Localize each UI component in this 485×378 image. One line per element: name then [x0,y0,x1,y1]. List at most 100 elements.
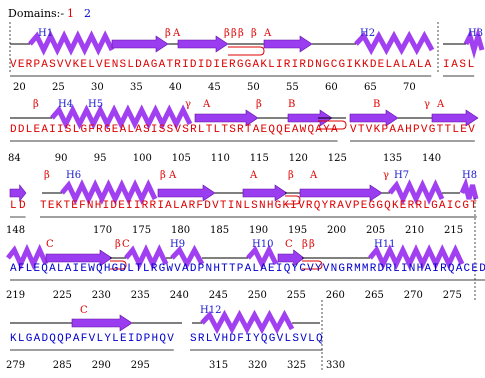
residue-number: 170 [93,225,112,236]
helix-label: H3 [468,28,483,39]
residue-number: 50 [247,82,260,93]
strand-label: A [263,28,272,39]
residue-number: 295 [131,360,150,371]
residue-number: 195 [288,225,307,236]
residue-number: 315 [209,360,228,371]
residue-number: 185 [210,225,229,236]
strand-label: β [160,170,166,181]
helix-label: H4 [58,99,73,110]
residue-number: 320 [248,360,267,371]
residue-number: 190 [249,225,268,236]
residue-number: 25 [52,82,65,93]
strand-label: A [249,170,258,181]
sequence: SRLVHDFIYQGVLSVLQ [190,333,323,345]
residue-number: 330 [326,360,345,371]
strand-arrow [287,109,333,127]
helix-label: H11 [374,239,395,250]
helix [6,243,49,271]
residue-number: 60 [325,82,338,93]
hairpin [302,260,323,270]
helix-label: H10 [252,239,273,250]
helix [28,30,115,56]
residue-number: 120 [289,153,308,164]
residue-number: 148 [6,225,25,236]
residue-number: 240 [170,290,189,301]
strand-label: β [115,239,121,250]
hairpin [318,120,347,130]
residue-number: 230 [92,290,111,301]
strand-arrow [263,35,313,53]
helix [124,244,169,270]
strand-arrow [71,314,133,332]
helix [60,179,158,205]
helix-label: H2 [360,28,375,39]
residue-number: 110 [211,153,230,164]
helix [459,177,479,200]
residue-number: 65 [364,82,377,93]
residue-number: 235 [131,290,150,301]
residue-number: 245 [209,290,228,301]
strand-label: β [231,28,237,39]
residue-number: 100 [133,153,152,164]
residue-number: 35 [130,82,143,93]
residue-number: 135 [383,153,402,164]
strand-label: B [373,99,380,110]
strand-arrow [299,184,383,202]
strand-label: A [202,99,211,110]
strand-label: β [251,28,257,39]
residue-number: 175 [132,225,151,236]
strand-label: β [309,239,315,250]
strand-arrow [277,249,305,267]
helix [354,30,435,56]
strand-arrow [45,249,113,267]
sequence: IASL [443,59,474,71]
residue-number: 275 [443,290,462,301]
legend-item: 2 [84,7,91,20]
helix-label: H5 [88,99,103,110]
residue-number: 70 [403,82,416,93]
sequence: VERPASVVKELVENSLDAGATRIDIDIERGGAKLIRIRDN… [10,59,432,71]
residue-number: 325 [287,360,306,371]
residue-number: 250 [248,290,267,301]
strand-label: β [302,239,308,250]
residue-number: 200 [327,225,346,236]
hairpin [110,260,127,270]
residue-number: 255 [287,290,306,301]
residue-number: 90 [55,153,68,164]
residue-number: 265 [365,290,384,301]
residue-number: 20 [13,82,26,93]
strand-arrow [431,109,479,127]
strand-label: β [165,28,171,39]
sequence: LD [10,200,26,212]
strand-label: β [256,99,262,110]
strand-arrow [111,35,169,53]
hairpin [228,46,265,56]
residue-number: 215 [444,225,463,236]
residue-number: 285 [53,360,72,371]
legend-label: Domains:- [8,7,64,20]
strand-label: β [288,170,294,181]
helix [50,104,193,130]
sequence: AFLEQALAIEWQHGDLTLRGWVADPNHTTPALAEIQYCVY… [10,263,485,275]
strand-label: A [309,170,318,181]
residue-number: 219 [6,290,25,301]
residue-number: 140 [422,153,441,164]
residue-number: 290 [92,360,111,371]
helix [388,179,445,205]
residue-number: 205 [366,225,385,236]
residue-number: 225 [53,290,72,301]
helix [368,244,465,270]
residue-number: 180 [171,225,190,236]
residue-number: 30 [91,82,104,93]
residue-number: 279 [6,360,25,371]
helix-label: H7 [394,170,409,181]
residue-number: 260 [326,290,345,301]
strand-label: C [122,239,130,250]
strand-label: A [436,99,445,110]
helix [200,309,295,335]
helix [463,26,485,60]
helix-label: H9 [170,239,185,250]
strand-label: β [44,170,50,181]
strand-label: C [80,305,88,316]
strand-label: β [238,28,244,39]
